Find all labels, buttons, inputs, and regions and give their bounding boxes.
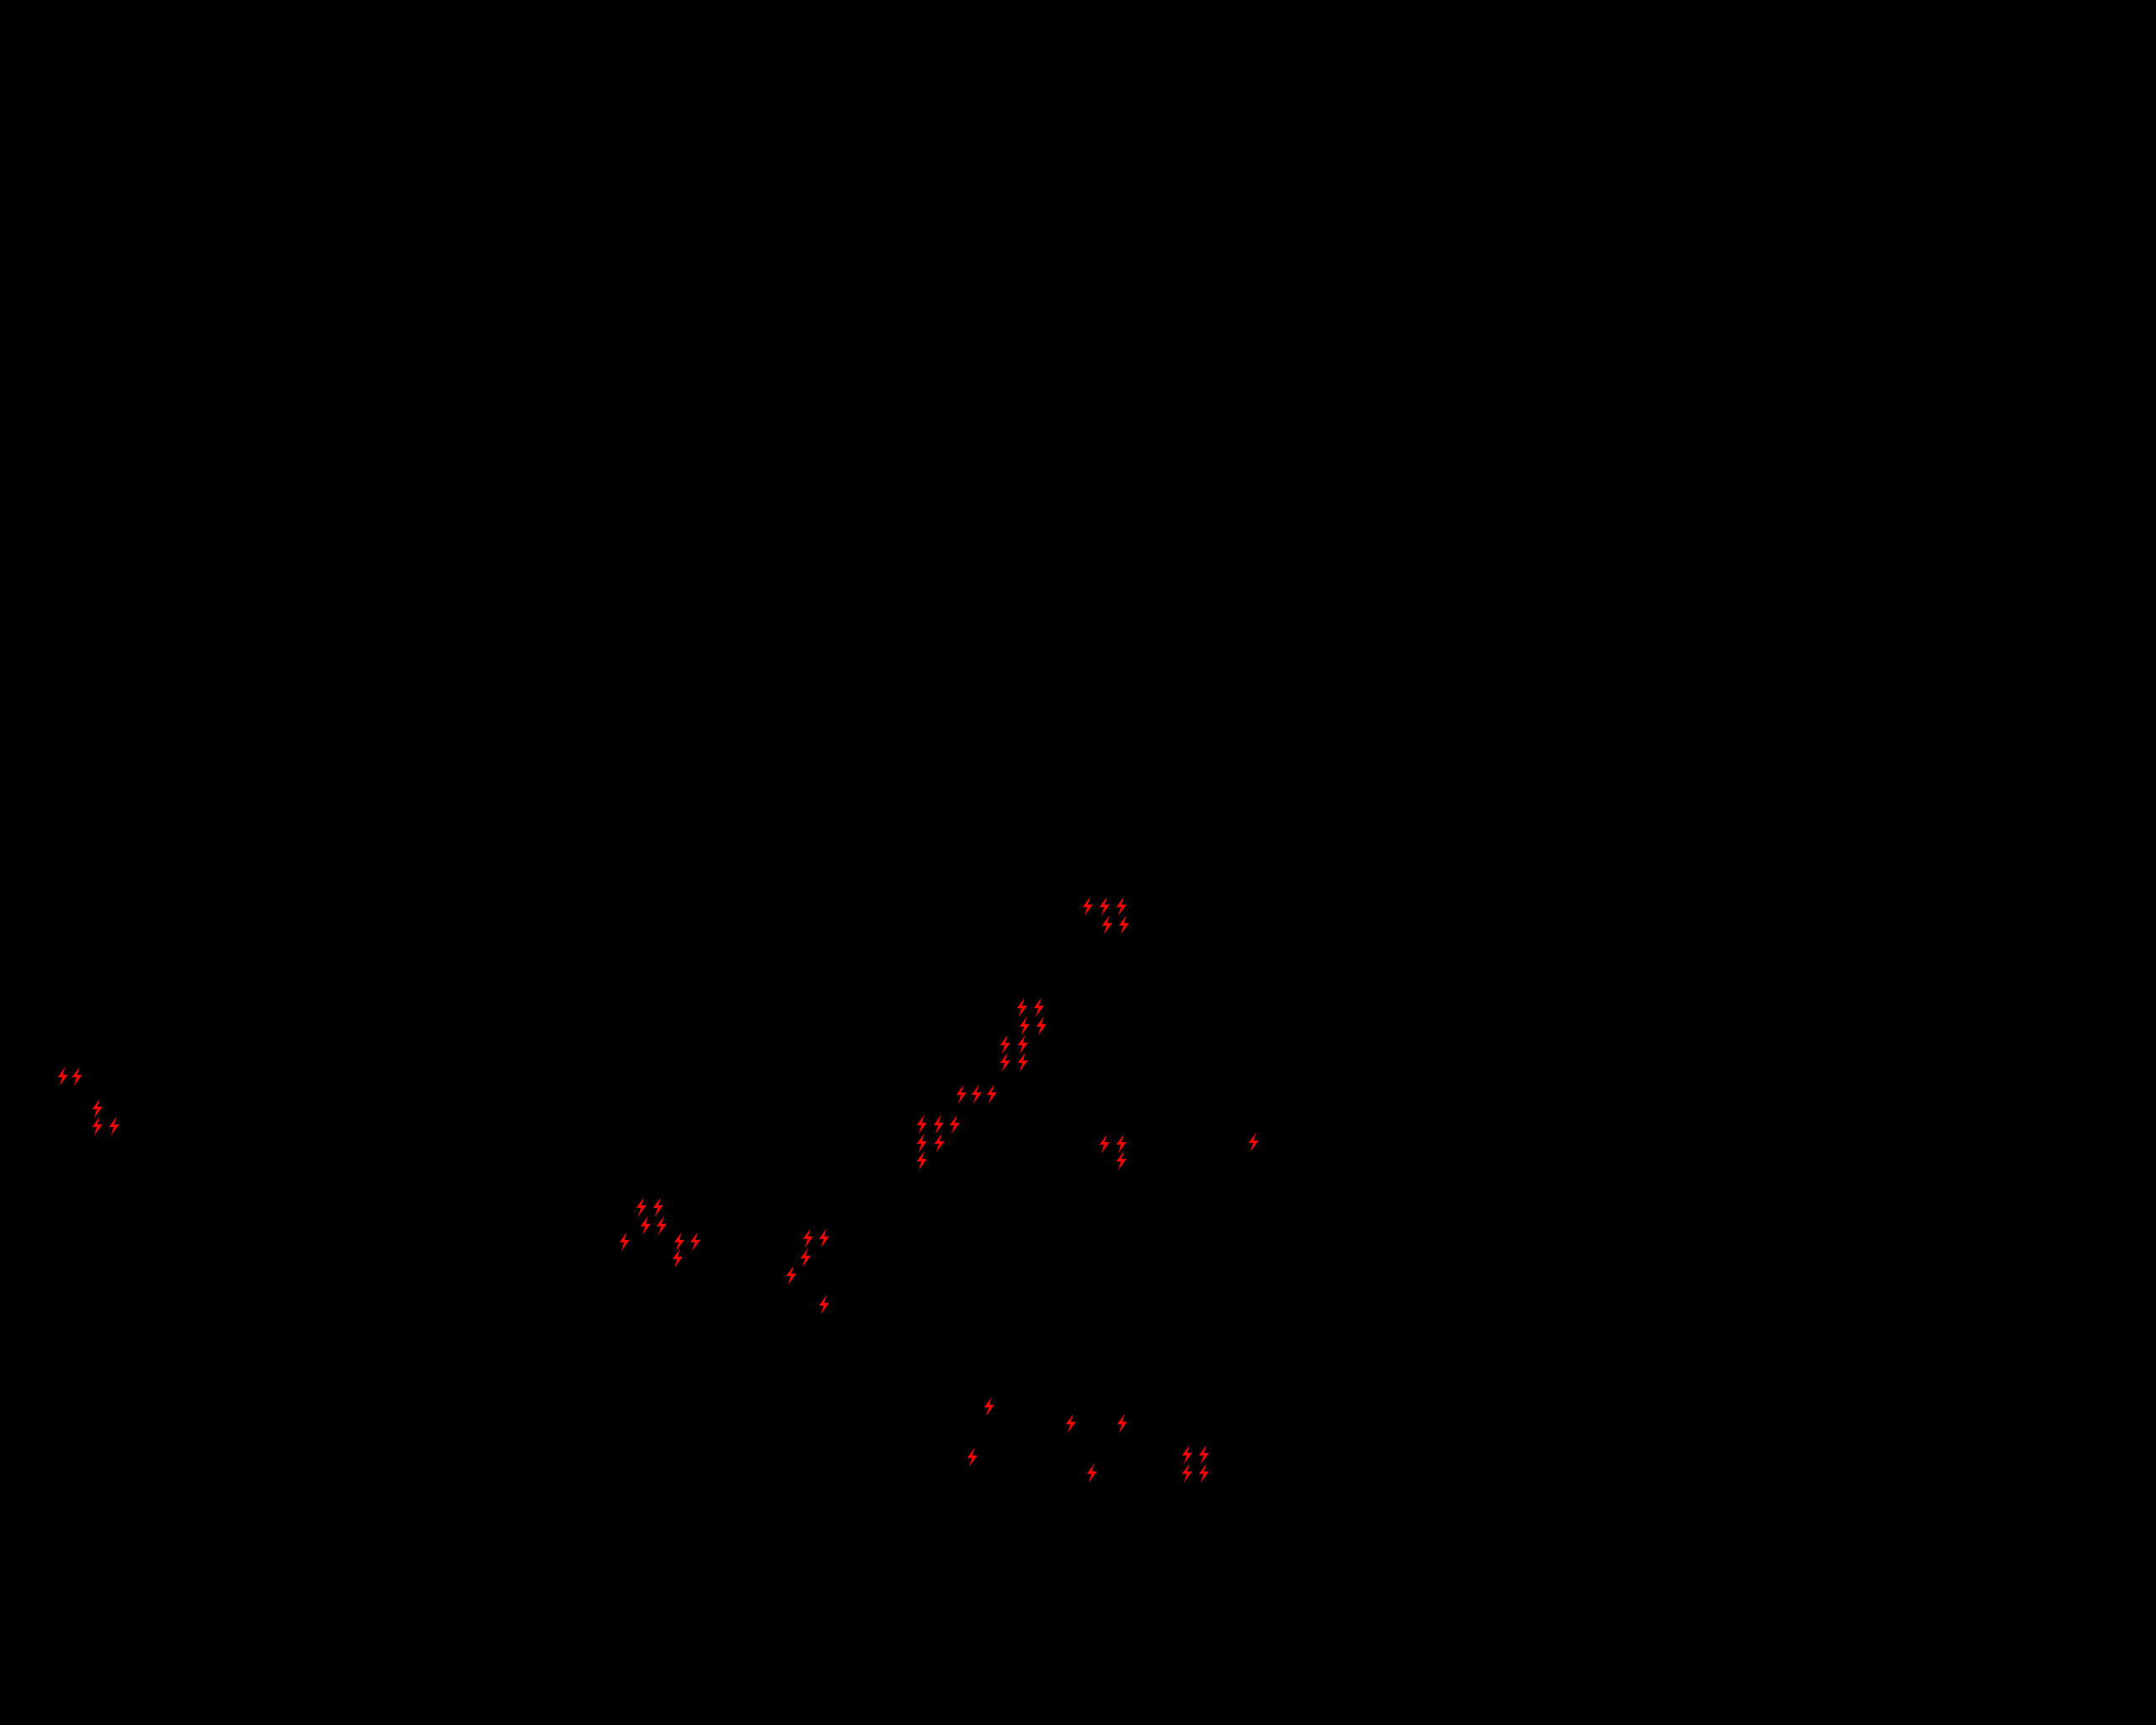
lightning-bolt-icon[interactable] <box>945 1109 965 1140</box>
lightning-bolt-icon[interactable] <box>1194 1458 1214 1488</box>
lightning-bolt-icon[interactable] <box>963 1442 983 1472</box>
lightning-bolt-icon[interactable] <box>995 1047 1016 1077</box>
lightning-bolt-icon[interactable] <box>1095 1129 1115 1159</box>
lightning-bolt-icon[interactable] <box>1082 1458 1102 1488</box>
lightning-bolt-icon[interactable] <box>1029 992 1049 1023</box>
lightning-bolt-icon[interactable] <box>1032 1011 1052 1041</box>
lightning-bolt-icon[interactable] <box>632 1192 652 1222</box>
lightning-bolt-icon[interactable] <box>615 1226 635 1257</box>
lightning-bolt-icon[interactable] <box>1013 1047 1033 1077</box>
lightning-bolt-icon[interactable] <box>929 1109 949 1140</box>
lightning-bolt-icon[interactable] <box>1113 1408 1133 1439</box>
lightning-bolt-icon[interactable] <box>1112 1146 1132 1176</box>
lightning-bolt-icon[interactable] <box>952 1079 972 1109</box>
lightning-bolt-icon[interactable] <box>1012 992 1033 1023</box>
lightning-bolt-icon[interactable] <box>104 1111 125 1141</box>
page-title: Lightning Strike Overlay <box>0 18 1 19</box>
lightning-bolt-icon[interactable] <box>1177 1439 1198 1470</box>
lightning-bolt-icon[interactable] <box>88 1111 108 1141</box>
lightning-bolt-icon[interactable] <box>636 1210 656 1241</box>
lightning-bolt-icon[interactable] <box>1061 1408 1081 1439</box>
lightning-bolt-icon[interactable] <box>814 1290 835 1320</box>
lightning-bolt-icon[interactable] <box>1097 910 1118 940</box>
lightning-bolt-icon[interactable] <box>648 1192 669 1222</box>
lightning-bolt-icon[interactable] <box>1015 1011 1035 1041</box>
lightning-bolt-icon[interactable] <box>912 1109 932 1140</box>
lightning-bolt-icon[interactable] <box>668 1243 688 1274</box>
lightning-bolt-icon[interactable] <box>967 1079 987 1109</box>
lightning-bolt-icon[interactable] <box>796 1242 816 1273</box>
lightning-bolt-icon[interactable] <box>798 1223 819 1253</box>
lightning-bolt-icon[interactable] <box>1112 891 1132 921</box>
lightning-bolt-icon[interactable] <box>814 1223 835 1253</box>
lightning-bolt-icon[interactable] <box>1177 1458 1198 1488</box>
lightning-bolt-icon[interactable] <box>982 1079 1002 1109</box>
lightning-bolt-icon[interactable] <box>1095 891 1115 921</box>
lightning-bolt-icon[interactable] <box>995 1029 1016 1060</box>
lightning-bolt-icon[interactable] <box>782 1260 802 1290</box>
lightning-bolt-icon[interactable] <box>1114 910 1134 940</box>
lightning-bolt-icon[interactable] <box>1112 1129 1132 1159</box>
lightning-bolt-icon[interactable] <box>670 1226 690 1257</box>
lightning-bolt-icon[interactable] <box>1078 891 1098 921</box>
lightning-bolt-icon[interactable] <box>930 1128 950 1158</box>
lightning-bolt-icon[interactable] <box>686 1226 706 1257</box>
lightning-bolt-icon[interactable] <box>1013 1029 1033 1060</box>
lightning-bolt-icon[interactable] <box>979 1391 1000 1422</box>
lightning-bolt-icon[interactable] <box>1194 1439 1214 1470</box>
lightning-bolt-icon[interactable] <box>1244 1127 1264 1157</box>
lightning-bolt-icon[interactable] <box>912 1128 932 1158</box>
lightning-bolt-icon[interactable] <box>67 1061 88 1092</box>
lightning-bolt-icon[interactable] <box>652 1210 672 1241</box>
lightning-bolt-icon[interactable] <box>53 1061 73 1092</box>
lightning-bolt-icon[interactable] <box>88 1093 108 1124</box>
lightning-bolt-icon[interactable] <box>912 1146 932 1176</box>
